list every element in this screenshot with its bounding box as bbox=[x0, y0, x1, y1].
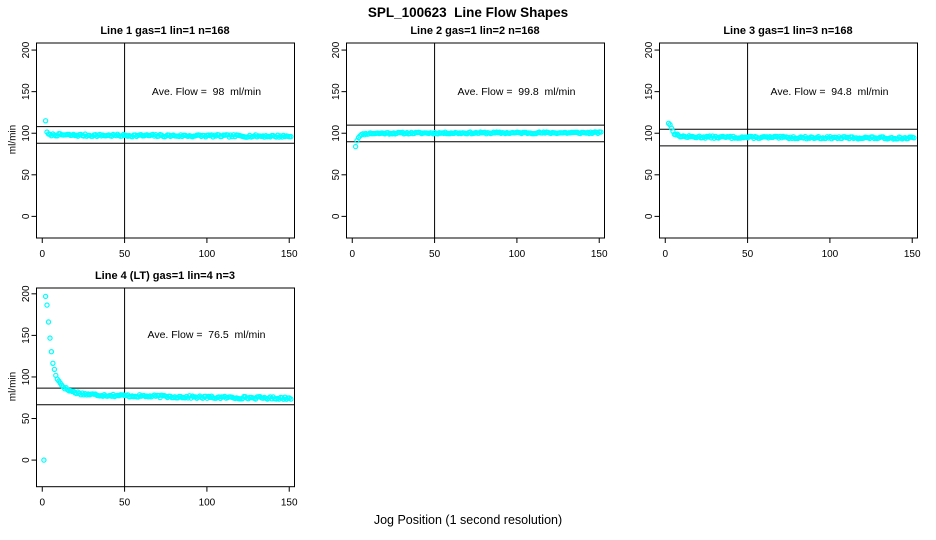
y-axis-label-row1: ml/min bbox=[7, 124, 19, 155]
x-tick-label: 50 bbox=[429, 249, 441, 260]
x-tick-label: 0 bbox=[39, 249, 45, 260]
plot-border bbox=[36, 42, 295, 239]
panel-title-4: Line 4 (LT) gas=1 lin=4 n=3 bbox=[94, 270, 236, 282]
y-tick-label: 100 bbox=[21, 124, 32, 141]
y-tick-label: 50 bbox=[644, 169, 655, 181]
data-point bbox=[352, 143, 359, 150]
x-tick-label: 100 bbox=[822, 249, 839, 260]
x-tick-label: 0 bbox=[349, 249, 355, 260]
x-tick-label: 100 bbox=[509, 249, 526, 260]
avg-flow-annotation-2: Ave. Flow = 99.8 ml/min bbox=[457, 86, 576, 98]
data-point bbox=[48, 349, 55, 355]
data-point bbox=[42, 118, 49, 124]
y-tick-label: 150 bbox=[21, 327, 32, 344]
data-point bbox=[50, 360, 56, 366]
x-tick-label: 100 bbox=[199, 249, 216, 260]
panel-title-1: Line 1 gas=1 lin=1 n=168 bbox=[100, 25, 230, 37]
y-tick-label: 0 bbox=[331, 213, 342, 219]
panel-title-2: Line 2 gas=1 lin=2 n=168 bbox=[410, 25, 540, 37]
x-tick-label: 0 bbox=[662, 249, 668, 260]
data-point bbox=[598, 129, 604, 135]
x-tick-label: 0 bbox=[39, 498, 45, 509]
panel-1: 0 50 100 150 200 0 50 100 150 bbox=[21, 41, 298, 260]
y-tick-label: 0 bbox=[21, 457, 32, 463]
y-tick-label: 150 bbox=[331, 83, 342, 100]
y-tick-label: 50 bbox=[331, 169, 342, 181]
plot-border bbox=[346, 42, 605, 239]
x-tick-label: 150 bbox=[904, 249, 921, 260]
panel-4: 0 50 100 150 200 0 50 100 150 bbox=[21, 285, 298, 509]
data-point bbox=[42, 293, 49, 300]
x-tick-label: 150 bbox=[591, 249, 608, 260]
y-tick-label: 200 bbox=[331, 41, 342, 58]
data-point bbox=[51, 366, 58, 373]
x-tick-label: 50 bbox=[742, 249, 754, 260]
y-tick-label: 200 bbox=[644, 41, 655, 58]
y-axis-label-row2: ml/min bbox=[7, 371, 19, 402]
plot-border bbox=[36, 287, 295, 488]
panel-title-3: Line 3 gas=1 lin=3 n=168 bbox=[723, 25, 853, 37]
data-point bbox=[44, 302, 50, 308]
x-axis-label: Jog Position (1 second resolution) bbox=[373, 513, 563, 527]
avg-flow-annotation-1: Ave. Flow = 98 ml/min bbox=[151, 86, 262, 98]
x-tick-label: 50 bbox=[119, 498, 131, 509]
x-tick-label: 150 bbox=[281, 249, 298, 260]
y-tick-label: 100 bbox=[331, 124, 342, 141]
x-tick-label: 150 bbox=[281, 498, 298, 509]
y-tick-label: 50 bbox=[21, 413, 32, 425]
avg-flow-annotation-3: Ave. Flow = 94.8 ml/min bbox=[770, 86, 889, 98]
data-point bbox=[47, 335, 53, 341]
data-point bbox=[45, 319, 52, 325]
outlier-point bbox=[41, 457, 47, 463]
y-tick-label: 200 bbox=[21, 41, 32, 58]
plot-border bbox=[659, 42, 918, 239]
x-tick-label: 50 bbox=[119, 249, 131, 260]
data-point bbox=[911, 135, 917, 141]
y-tick-label: 0 bbox=[21, 213, 32, 219]
x-tick-label: 100 bbox=[199, 498, 216, 509]
y-tick-label: 100 bbox=[644, 124, 655, 141]
y-tick-label: 200 bbox=[21, 285, 32, 302]
y-tick-label: 50 bbox=[21, 169, 32, 181]
y-tick-label: 100 bbox=[21, 368, 32, 385]
y-tick-label: 150 bbox=[21, 83, 32, 100]
data-point bbox=[288, 396, 294, 402]
panel-2: 0 50 100 150 200 0 50 100 150 bbox=[331, 41, 608, 260]
panel-3: 0 50 100 150 200 0 50 100 150 bbox=[644, 41, 921, 260]
main-title: SPL_100623 Line Flow Shapes bbox=[367, 5, 569, 20]
y-tick-label: 0 bbox=[644, 213, 655, 219]
data-point bbox=[288, 133, 294, 140]
avg-flow-annotation-4: Ave. Flow = 76.5 ml/min bbox=[147, 329, 266, 341]
y-tick-label: 150 bbox=[644, 83, 655, 100]
